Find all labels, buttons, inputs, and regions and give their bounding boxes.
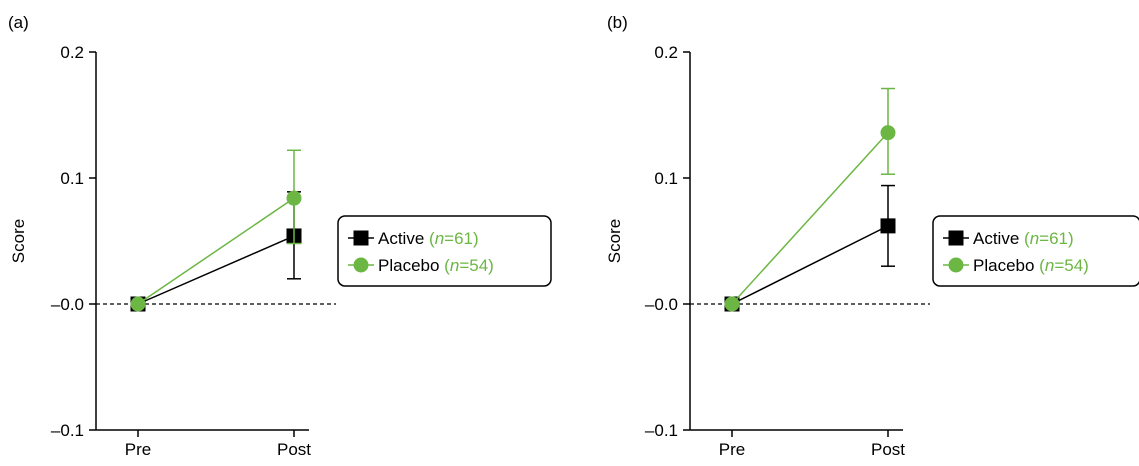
y-tick-label: 0.2: [60, 43, 84, 62]
legend-box: [337, 215, 552, 287]
x-tick-label: Post: [871, 440, 905, 459]
chart-panel-a: (a) Score –0.1 –0.0 0.1 0.2 Pre Post Active (n=6…: [8, 13, 552, 459]
series-placebo: [130, 149, 302, 312]
series-placebo: [724, 87, 896, 312]
y-tick-label: –0.1: [645, 421, 678, 440]
legend-marker-square: [353, 230, 369, 246]
legend-series-name: Active: [378, 229, 429, 248]
series-line: [731, 132, 889, 305]
legend-n-label: (n=54): [1039, 256, 1089, 275]
y-tick-label: 0.1: [654, 169, 678, 188]
legend-label: Placebo (n=54): [973, 256, 1089, 275]
legend-marker-circle: [353, 257, 369, 273]
data-point-circle: [880, 125, 896, 141]
legend-series-name: Placebo: [378, 256, 444, 275]
legend-n-label: (n=54): [444, 256, 494, 275]
legend-series-name: Placebo: [973, 256, 1039, 275]
legend-item-active: Active (n=61): [943, 229, 1074, 248]
y-tick-label: –0.1: [51, 421, 84, 440]
y-tick-label: –0.0: [51, 295, 84, 314]
y-tick-label: 0.2: [654, 43, 678, 62]
legend-label: Placebo (n=54): [378, 256, 494, 275]
series-active: [724, 184, 896, 312]
y-tick-label: –0.0: [645, 295, 678, 314]
x-tick-label: Pre: [125, 440, 151, 459]
data-point-circle: [130, 296, 146, 312]
legend-n-label: (n=61): [1024, 229, 1074, 248]
series-line: [731, 225, 889, 305]
data-point-circle: [724, 296, 740, 312]
legend-item-placebo: Placebo (n=54): [348, 256, 494, 275]
chart-panel-b: (b) Score –0.1 –0.0 0.1 0.2 Pre Post Active (n=6…: [605, 13, 1139, 459]
y-axis-label: Score: [605, 219, 624, 263]
series-line: [137, 235, 295, 305]
legend-n-label: (n=61): [429, 229, 479, 248]
y-tick-label: 0.1: [60, 169, 84, 188]
legend: Active (n=61) Placebo (n=54): [932, 215, 1139, 287]
panel-label: (a): [8, 13, 29, 32]
legend-label: Active (n=61): [378, 229, 479, 248]
legend-box: [932, 215, 1139, 287]
x-tick-label: Post: [277, 440, 311, 459]
panel-label: (b): [607, 13, 628, 32]
legend: Active (n=61) Placebo (n=54): [337, 215, 552, 287]
legend-item-placebo: Placebo (n=54): [943, 256, 1089, 275]
y-axis-label: Score: [9, 219, 28, 263]
data-point-circle: [286, 190, 302, 206]
legend-marker-circle: [948, 257, 964, 273]
legend-marker-square: [948, 230, 964, 246]
series-line: [137, 197, 295, 305]
data-point-square: [880, 218, 896, 234]
legend-label: Active (n=61): [973, 229, 1074, 248]
legend-item-active: Active (n=61): [348, 229, 479, 248]
legend-series-name: Active: [973, 229, 1024, 248]
x-tick-label: Pre: [719, 440, 745, 459]
